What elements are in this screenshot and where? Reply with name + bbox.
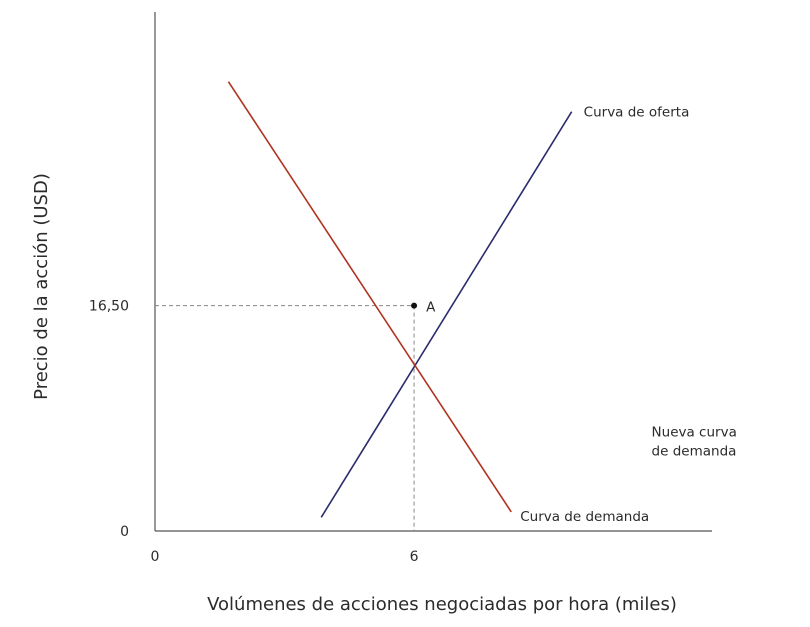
x-tick-label: 6: [410, 549, 419, 565]
y-tick-label: 0: [120, 524, 129, 540]
equilibrium-point: [411, 302, 418, 309]
supply-curve: [320, 111, 573, 518]
demand-curve-label: Curva de demanda: [520, 509, 649, 525]
x-axis-title: Volúmenes de acciones negociadas por hor…: [207, 594, 677, 615]
demand-curve: [227, 81, 512, 513]
x-tick-label: 0: [151, 549, 160, 565]
supply-curve-label: Curva de oferta: [584, 105, 690, 121]
new-demand-annotation-line: de demanda: [652, 443, 737, 459]
y-tick-label: 16,50: [89, 299, 129, 315]
y-axis-title: Precio de la acción (USD): [31, 173, 52, 400]
equilibrium-label: A: [426, 300, 436, 316]
new-demand-annotation-line: Nueva curva: [652, 424, 737, 440]
